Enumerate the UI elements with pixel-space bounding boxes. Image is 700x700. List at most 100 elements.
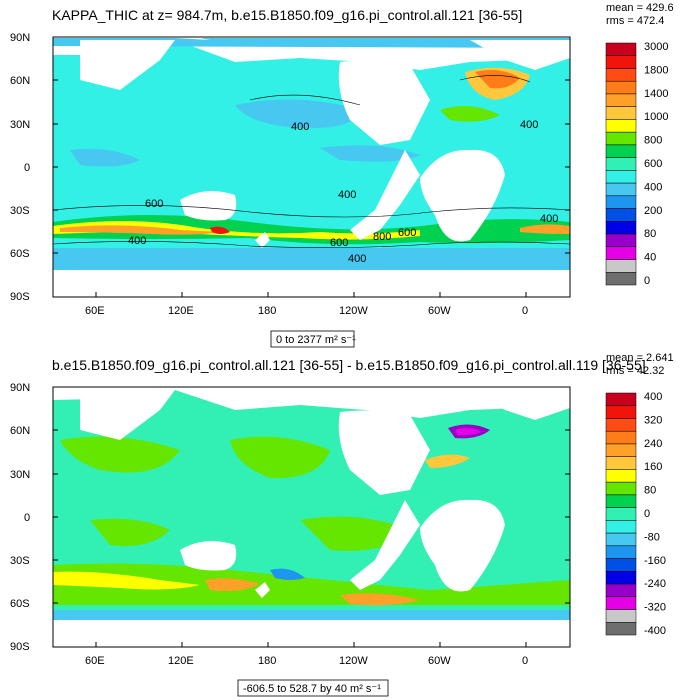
panel2-range-label: -606.5 to 528.7 by 40 m² s⁻¹ <box>243 683 381 695</box>
antarctica <box>53 620 570 647</box>
lat-tick-label: 0 <box>24 512 30 524</box>
colorbar-label: 400 <box>644 391 662 403</box>
colorbar-swatch-orange <box>605 80 637 95</box>
colorbar-swatch-orange <box>605 430 637 445</box>
north-america <box>338 410 430 495</box>
colorbar-label: 1000 <box>644 111 668 123</box>
panel1-rms: rms = 472.4 <box>606 15 664 27</box>
colorbar-swatch-amber <box>605 106 637 120</box>
panel2-colorbar: 400 320 240 160 80 0 -80 -160 -240 -320 -400 <box>605 391 666 637</box>
colorbar-label: -80 <box>644 531 660 543</box>
panel1-title: KAPPA_THIC at z= 984.7m, b.e15.B1850.f09… <box>52 7 522 23</box>
colorbar-label: 160 <box>644 461 662 473</box>
lat-tick-label: 60N <box>10 75 30 87</box>
colorbar-swatch-sky <box>605 532 637 547</box>
south-america <box>350 150 420 240</box>
lat-tick-label: 60N <box>10 425 30 437</box>
colorbar-label: 1400 <box>644 88 668 100</box>
colorbar-label: 0 <box>644 508 650 520</box>
lat-tick-label: 90S <box>10 641 30 653</box>
colorbar-label: -240 <box>644 578 666 590</box>
colorbar-swatch-purple <box>605 583 637 598</box>
colorbar-swatch-red-orange <box>605 418 637 432</box>
colorbar-swatch-magenta <box>605 246 637 260</box>
diff-positive-patch <box>60 436 180 473</box>
contour-label: 800 <box>373 231 391 243</box>
colorbar-swatch-light-green <box>605 481 637 496</box>
contour-label: 600 <box>330 237 348 249</box>
africa <box>420 149 505 242</box>
contour-label: 600 <box>398 227 416 239</box>
colorbar-label: -160 <box>644 555 666 567</box>
diff-positive-patch <box>90 518 170 546</box>
north-atlantic-high <box>475 70 520 89</box>
colorbar-swatch-light-green <box>605 131 637 146</box>
colorbar-swatch-dark-red <box>605 392 637 406</box>
panel1-ticks <box>53 36 570 297</box>
colorbar-label: 400 <box>644 181 662 193</box>
colorbar-swatch-sky <box>605 182 637 197</box>
contour-label: 400 <box>128 235 146 247</box>
panel1-map: 400 600 400 400 600 800 600 400 400 400 <box>53 37 570 297</box>
north-america <box>338 60 430 145</box>
contour-label: 400 <box>348 253 366 265</box>
diff-southern-band <box>340 593 420 606</box>
colorbar-swatch-light-gray <box>605 609 637 623</box>
lon-tick-label: 120W <box>339 655 368 667</box>
arctic-ocean <box>53 38 570 48</box>
southern-ocean-band <box>520 224 570 234</box>
australia <box>180 541 237 571</box>
new-zealand <box>255 582 270 598</box>
colorbar-swatch-blue <box>605 195 637 209</box>
colorbar-swatch-light-gray <box>605 259 637 273</box>
southern-ocean-band <box>53 220 420 240</box>
panel1-range-label: 0 to 2377 m² s⁻¹ <box>276 334 356 346</box>
antarctica <box>53 270 570 297</box>
pacific-patch <box>235 99 360 129</box>
colorbar-swatch-yellow <box>605 469 637 483</box>
colorbar-label: 600 <box>644 158 662 170</box>
lat-tick-label: 30S <box>10 555 30 567</box>
diff-atlantic-warm <box>425 454 470 468</box>
indian-patch <box>70 148 140 167</box>
contour-line <box>459 75 531 83</box>
colorbar-swatch-light-orange <box>605 443 637 457</box>
colorbar-swatch-red <box>605 405 637 419</box>
lat-tick-label: 90N <box>10 32 30 44</box>
diff-southern-band <box>270 568 305 580</box>
southern-ocean-band <box>60 225 220 235</box>
southern-ocean-band <box>53 248 570 270</box>
colorbar-label: 320 <box>644 414 662 426</box>
lat-tick-label: 30S <box>10 205 30 217</box>
lat-tick-label: 90S <box>10 291 30 303</box>
colorbar-swatch-deep-blue <box>605 221 637 235</box>
lon-tick-label: 180 <box>258 655 276 667</box>
europe-asia <box>80 40 570 90</box>
lon-tick-label: 60W <box>428 305 451 317</box>
lon-tick-label: 120E <box>168 655 194 667</box>
tasman-hotspot <box>210 226 230 234</box>
africa <box>420 499 505 592</box>
north-atlantic-mid <box>440 106 500 122</box>
colorbar-label: 1800 <box>644 64 668 76</box>
contour-label: 400 <box>338 189 356 201</box>
lat-tick-label: 30N <box>10 119 30 131</box>
colorbar-swatch-red-orange <box>605 68 637 82</box>
contour-line <box>249 94 361 106</box>
colorbar-swatch-amber <box>605 456 637 470</box>
lon-tick-label: 120E <box>168 305 194 317</box>
tropical-patch <box>320 145 420 162</box>
colorbar-swatch-dark-blue <box>605 208 637 222</box>
diff-southern-band <box>53 563 570 605</box>
lat-tick-label: 0 <box>24 162 30 174</box>
colorbar-label: 0 <box>644 275 650 287</box>
panel1-mean: mean = 429.6 <box>606 2 674 14</box>
contour-label: 400 <box>540 213 558 225</box>
diff-southern-band <box>53 571 200 590</box>
panel2-rms: rms = 42.32 <box>606 365 664 377</box>
diff-atlantic-neg <box>455 427 482 436</box>
colorbar-swatch-green <box>605 144 637 158</box>
south-america <box>350 500 420 590</box>
colorbar-swatch-deep-blue <box>605 571 637 585</box>
contour-line <box>53 205 570 218</box>
